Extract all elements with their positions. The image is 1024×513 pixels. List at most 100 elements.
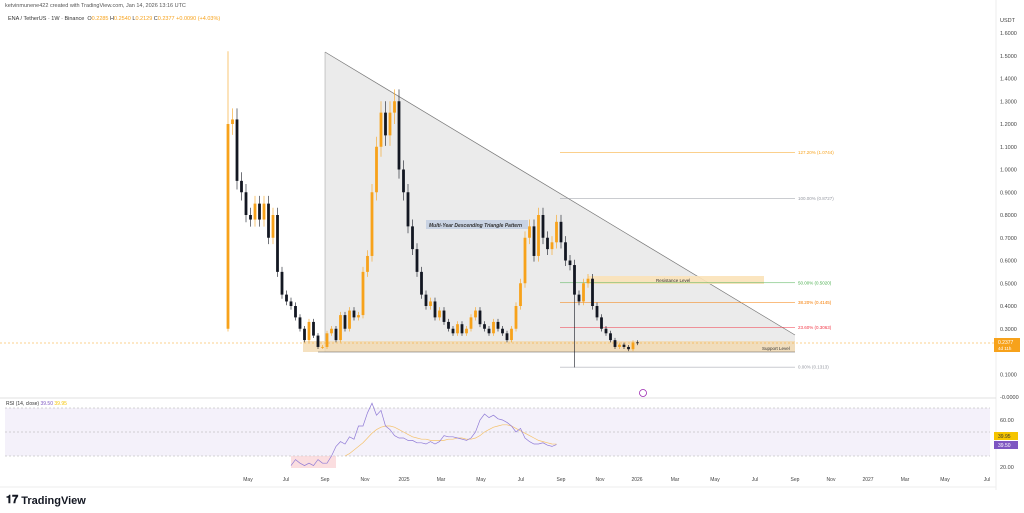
- candle-body: [631, 342, 635, 350]
- candle-body: [258, 203, 261, 220]
- rsi-badge: [994, 441, 1018, 449]
- close-label: C: [153, 16, 158, 22]
- rsi-oversold-fill: [291, 456, 336, 468]
- candle-body: [249, 215, 252, 220]
- price-tick: 0.9000: [1000, 190, 1017, 196]
- low-value: 0.2129: [135, 16, 153, 22]
- time-tick: Jul: [283, 477, 289, 483]
- candle-body: [622, 344, 626, 347]
- fib-level-label: 0.00% (0.1313): [798, 365, 829, 370]
- candle-body: [352, 310, 356, 318]
- candle-body: [415, 249, 419, 272]
- candle-body: [478, 310, 482, 325]
- candle-body: [618, 344, 621, 347]
- change-value: +0.0090 (+4.03%): [176, 16, 221, 22]
- candle-body: [267, 203, 270, 238]
- time-tick: Sep: [321, 477, 330, 483]
- brand-name: TradingView: [21, 494, 86, 507]
- candle-body: [523, 237, 527, 284]
- candle-body: [433, 301, 437, 318]
- price-tick: 1.1000: [1000, 145, 1017, 151]
- pattern-label-box: [426, 220, 528, 229]
- candle-body: [604, 328, 608, 334]
- time-tick: Mar: [437, 477, 446, 483]
- low-label: L: [132, 16, 136, 22]
- time-tick: Mar: [671, 477, 680, 483]
- time-tick: Sep: [557, 477, 566, 483]
- candle-body: [411, 226, 414, 250]
- high-label: H: [110, 16, 115, 22]
- fib-level-label: 50.00% (0.5020): [798, 280, 832, 285]
- time-axis[interactable]: May Jul Sep Nov 2025 Mar May Jul Sep Nov 2026 Mar Ma…: [243, 477, 990, 483]
- candle-body: [280, 271, 284, 295]
- candle-body: [586, 278, 590, 284]
- open-label: O: [87, 16, 92, 22]
- price-axis[interactable]: [996, 0, 1024, 490]
- candle-body: [316, 335, 320, 347]
- candle-body: [460, 324, 464, 334]
- candle-body: [496, 321, 500, 329]
- candle-body: [469, 317, 473, 329]
- rsi-ma-badge-value: 39.95: [998, 434, 1011, 440]
- candle-body: [406, 192, 410, 227]
- price-tick: 1.4000: [1000, 77, 1017, 83]
- candle-body: [357, 315, 360, 318]
- price-tick: 0.3000: [1000, 327, 1017, 333]
- candle-body: [330, 328, 333, 334]
- candle-body: [321, 346, 324, 348]
- candle-body: [294, 306, 297, 318]
- candle-body: [271, 215, 275, 238]
- candle-body: [564, 242, 567, 261]
- rsi-tick: 60.00: [1000, 418, 1014, 424]
- time-tick: Nov: [361, 477, 370, 483]
- candle-body: [366, 255, 369, 272]
- rsi-title[interactable]: RSI (14, close): [6, 401, 40, 407]
- candle-body: [483, 324, 486, 329]
- candle-body: [244, 192, 248, 215]
- candle-body: [375, 146, 378, 193]
- price-tick: 1.3000: [1000, 99, 1017, 105]
- candle-body: [276, 215, 279, 272]
- candle-body: [285, 294, 288, 302]
- candle-body: [636, 342, 639, 344]
- price-tick: 0.1000: [1000, 372, 1017, 378]
- time-tick: Jul: [752, 477, 758, 483]
- candle-body: [253, 203, 257, 220]
- time-tick: Nov: [827, 477, 836, 483]
- rsi-tick: 20.00: [1000, 465, 1014, 471]
- fib-level-label: 100.00% (0.8727): [798, 196, 834, 201]
- price-tick: 1.6000: [1000, 31, 1017, 37]
- candle-body: [528, 226, 531, 238]
- candle-body: [501, 328, 504, 334]
- candle-body: [438, 310, 441, 318]
- event-marker-icon[interactable]: [639, 389, 647, 397]
- rsi-ma-badge: [994, 432, 1018, 440]
- rsi-ma-line: [344, 424, 557, 457]
- time-tick: 2025: [398, 477, 409, 483]
- candle-body: [397, 101, 401, 170]
- candle-body: [235, 119, 239, 181]
- candle-body: [384, 112, 387, 136]
- candle-body: [555, 221, 558, 243]
- candle-body: [537, 215, 540, 256]
- resistance-zone: [588, 276, 764, 284]
- price-tick: 1.0000: [1000, 168, 1017, 174]
- candle-body: [541, 215, 545, 238]
- tradingview-logo[interactable]: 𝟏𝟕 TradingView: [6, 494, 86, 507]
- candle-body: [510, 328, 513, 341]
- symbol-name[interactable]: ENA / TetherUS · 1W · Binance: [8, 16, 85, 22]
- descending-triangle: [324, 51, 796, 352]
- close-value: 0.2377: [157, 16, 175, 22]
- price-tick: 0.8000: [1000, 213, 1017, 219]
- candle-body: [465, 328, 468, 334]
- price-tick: 0.5000: [1000, 281, 1017, 287]
- time-tick: Sep: [791, 477, 800, 483]
- time-tick: Mar: [901, 477, 910, 483]
- candle-body: [231, 119, 234, 124]
- candle-body: [568, 260, 572, 266]
- candle-body: [303, 328, 306, 341]
- bar-countdown: 4d 11h: [998, 346, 1012, 351]
- support-zone: [303, 341, 795, 352]
- candle-body: [591, 278, 594, 306]
